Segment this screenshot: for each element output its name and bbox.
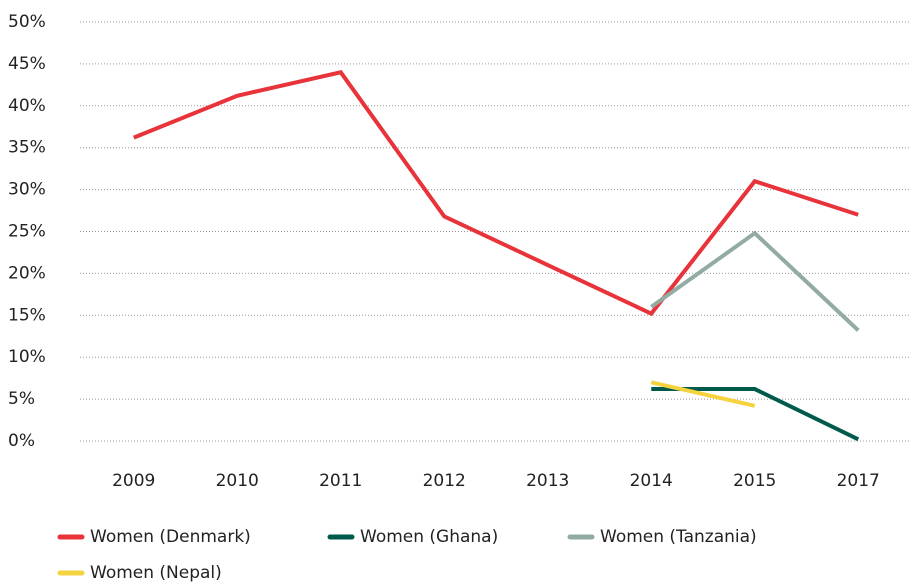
y-tick-label: 50% (8, 12, 46, 32)
legend-label: Women (Ghana) (360, 527, 498, 547)
y-tick-label: 10% (8, 347, 46, 367)
x-tick-label: 2011 (319, 471, 362, 491)
y-tick-label: 45% (8, 54, 46, 74)
series-line (650, 230, 860, 332)
x-tick-label: 2015 (733, 471, 776, 491)
legend-label: Women (Nepal) (90, 563, 222, 583)
y-tick-label: 5% (8, 389, 35, 409)
series-line (650, 380, 756, 408)
legend-label: Women (Denmark) (90, 527, 251, 547)
legend-label: Women (Tanzania) (600, 527, 757, 547)
x-tick-label: 2009 (112, 471, 155, 491)
series-line (132, 70, 859, 317)
x-tick-label: 2017 (837, 471, 880, 491)
y-tick-label: 30% (8, 180, 46, 200)
y-tick-label: 40% (8, 96, 46, 116)
y-tick-label: 25% (8, 222, 46, 242)
y-tick-label: 0% (8, 431, 35, 451)
x-tick-label: 2013 (526, 471, 569, 491)
x-tick-label: 2012 (423, 471, 466, 491)
x-tick-label: 2014 (630, 471, 673, 491)
y-tick-label: 35% (8, 138, 46, 158)
x-tick-label: 2010 (216, 471, 259, 491)
series-line (651, 387, 860, 442)
y-tick-label: 20% (8, 263, 46, 283)
y-tick-label: 15% (8, 305, 46, 325)
